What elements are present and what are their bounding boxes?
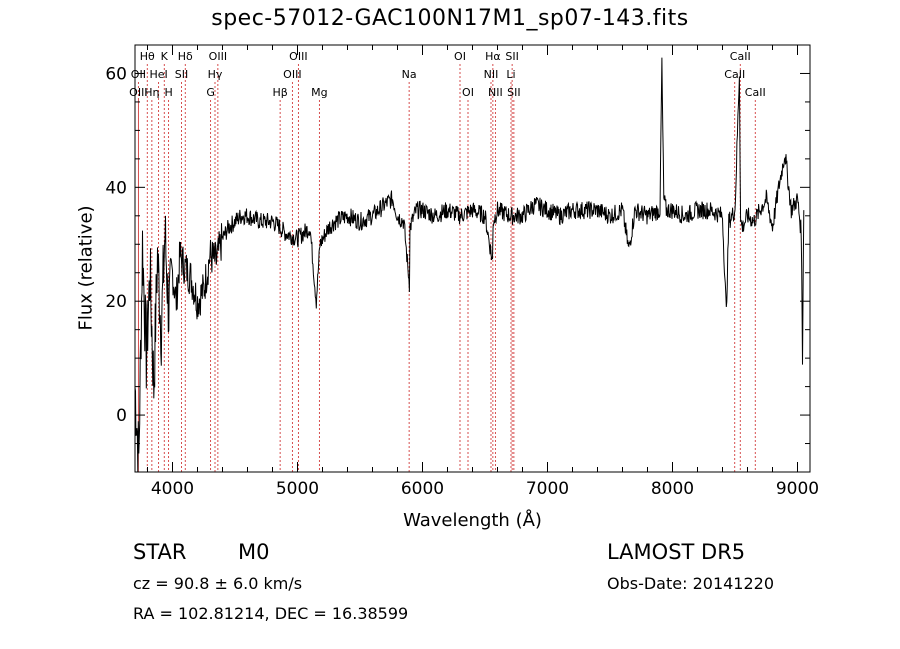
spectral-line-label: OIII <box>209 50 227 63</box>
x-tick-label: 7000 <box>526 479 569 499</box>
x-tick-label: 8000 <box>651 479 694 499</box>
y-tick-label: 20 <box>105 292 127 312</box>
spectral-line-label: SII <box>175 68 188 81</box>
chart-title: spec-57012-GAC100N17M1_sp07-143.fits <box>211 6 689 31</box>
x-tick-label: 5000 <box>276 479 319 499</box>
spectral-line-label: OI <box>462 86 474 99</box>
spectral-line-label: K <box>161 50 169 63</box>
object-subclass: M0 <box>238 540 270 564</box>
spectral-line-label: Li <box>506 68 515 81</box>
spectral-line-label: CaII <box>730 50 751 63</box>
spectral-line-label: OIII <box>289 50 307 63</box>
spectral-line-label: Hδ <box>178 50 193 63</box>
spectrum-line <box>134 57 805 473</box>
spectral-line-label: G <box>206 86 215 99</box>
tick-labels: 4000 5000 6000 7000 8000 9000 0 20 40 60 <box>105 64 819 499</box>
coordinates: RA = 102.81214, DEC = 16.38599 <box>133 604 409 623</box>
spectral-line-label: OIII <box>129 86 147 99</box>
survey-name: LAMOST DR5 <box>607 540 746 564</box>
spectral-line-label: OI <box>454 50 466 63</box>
redshift-value: cz = 90.8 ± 6.0 km/s <box>133 574 303 593</box>
spectral-line-label: Hθ <box>140 50 155 63</box>
spectral-line-label: Hη <box>144 86 159 99</box>
spectral-line-label: Hβ <box>272 86 287 99</box>
spectral-line-label: CaII <box>745 86 766 99</box>
spectral-line-label: H <box>164 86 172 99</box>
spectral-line-label: Hγ <box>208 68 223 81</box>
spectral-line-label: SII <box>505 50 518 63</box>
spectral-line-label: CaII <box>724 68 745 81</box>
object-class: STAR <box>133 540 187 564</box>
spectral-line-label: HeI <box>149 68 167 81</box>
spectral-line-label: NII <box>484 68 499 81</box>
spectral-line-label: NII <box>488 86 503 99</box>
spectral-line-label: Hα <box>485 50 501 63</box>
spectral-line-label: Mg <box>311 86 327 99</box>
spectral-line-label: SII <box>507 86 520 99</box>
x-tick-label: 9000 <box>776 479 819 499</box>
y-axis-label: Flux (relative) <box>75 205 97 331</box>
y-tick-label: 40 <box>105 178 127 198</box>
x-tick-label: 6000 <box>401 479 444 499</box>
x-axis-label: Wavelength (Å) <box>403 510 542 531</box>
line-markers <box>137 64 756 472</box>
plot-frame <box>134 44 811 473</box>
spectral-line-label: OIII <box>283 68 301 81</box>
axis-ticks <box>135 44 810 473</box>
x-tick-label: 4000 <box>151 479 194 499</box>
y-tick-label: 0 <box>116 406 127 426</box>
y-tick-label: 60 <box>105 64 127 84</box>
observation-date: Obs-Date: 20141220 <box>607 574 775 593</box>
spectral-line-label: Na <box>402 68 417 81</box>
line-labels: Hθ OII OIII K HeI Hη H Hδ SII OIII Hγ G OIII OIII Hβ Mg… <box>129 50 766 99</box>
spectral-line-label: OII <box>131 68 146 81</box>
